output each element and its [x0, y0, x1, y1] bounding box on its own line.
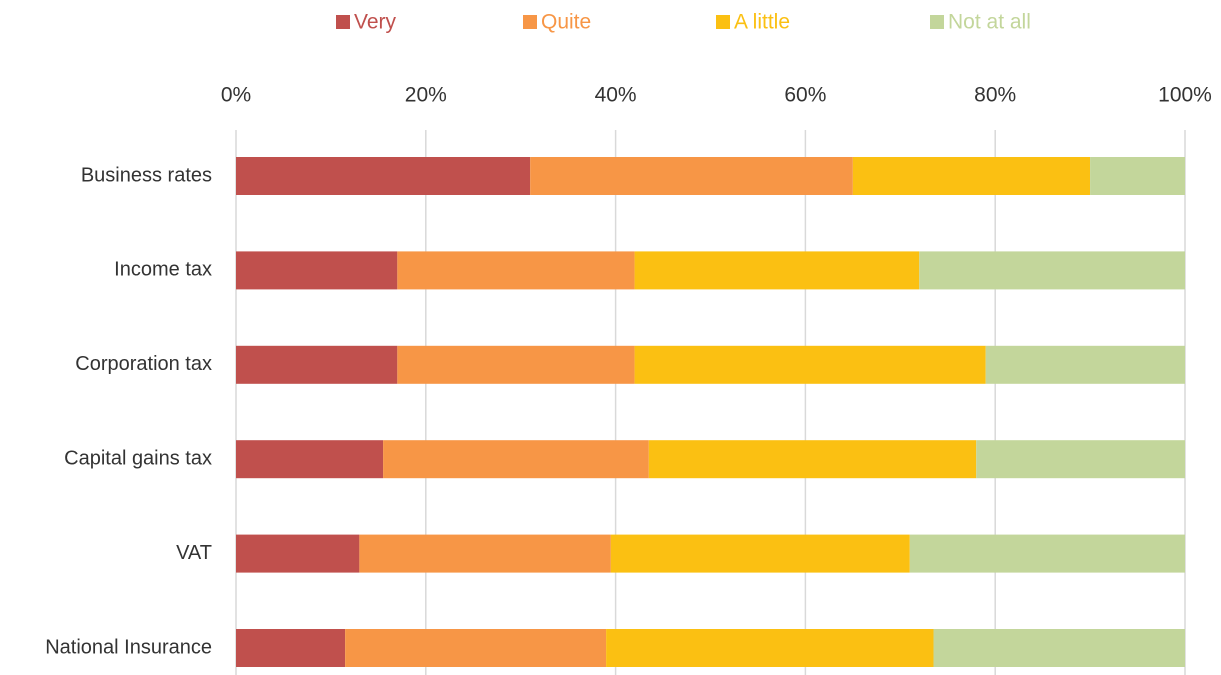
bar-segment — [909, 534, 1185, 573]
bar-segment — [236, 157, 531, 195]
y-tick-label: Income tax — [114, 259, 212, 281]
bar-segment — [236, 629, 346, 667]
legend-label: Very — [354, 11, 397, 34]
bar-segment — [1090, 157, 1185, 195]
bar-segment — [852, 157, 1091, 195]
bar-segment — [236, 534, 360, 573]
bar-segment — [383, 440, 649, 479]
legend-label: Not at all — [948, 11, 1031, 34]
bar-segment — [397, 251, 635, 290]
x-tick-label: 40% — [595, 84, 637, 107]
bar-segment — [648, 440, 977, 479]
x-tick-label: 20% — [405, 84, 447, 107]
legend-swatch — [930, 15, 944, 29]
x-tick-label: 80% — [974, 84, 1016, 107]
bar-segment — [530, 157, 853, 195]
y-tick-label: Business rates — [81, 164, 212, 186]
bar-segment — [634, 345, 986, 384]
bar-segment — [397, 345, 635, 384]
bar-segment — [236, 440, 384, 479]
y-tick-label: Corporation tax — [75, 353, 212, 375]
bar-segment — [634, 251, 920, 290]
x-tick-label: 100% — [1158, 84, 1212, 107]
x-tick-label: 0% — [221, 84, 251, 107]
x-tick-label: 60% — [784, 84, 826, 107]
bar-segment — [919, 251, 1185, 290]
bar-segment — [976, 440, 1185, 479]
bar-segment — [359, 534, 611, 573]
legend-swatch — [336, 15, 350, 29]
legend-label: A little — [734, 11, 790, 34]
bar-segment — [933, 629, 1185, 667]
bar-segment — [345, 629, 607, 667]
bar-segment — [236, 345, 398, 384]
legend-swatch — [523, 15, 537, 29]
bar-segment — [985, 345, 1185, 384]
y-tick-label: Capital gains tax — [64, 447, 212, 469]
y-tick-label: National Insurance — [45, 636, 212, 658]
legend-label: Quite — [541, 11, 591, 34]
y-tick-label: VAT — [176, 542, 212, 564]
bar-segment — [236, 251, 398, 290]
bar-segment — [606, 629, 934, 667]
legend-swatch — [716, 15, 730, 29]
bar-segment — [610, 534, 910, 573]
